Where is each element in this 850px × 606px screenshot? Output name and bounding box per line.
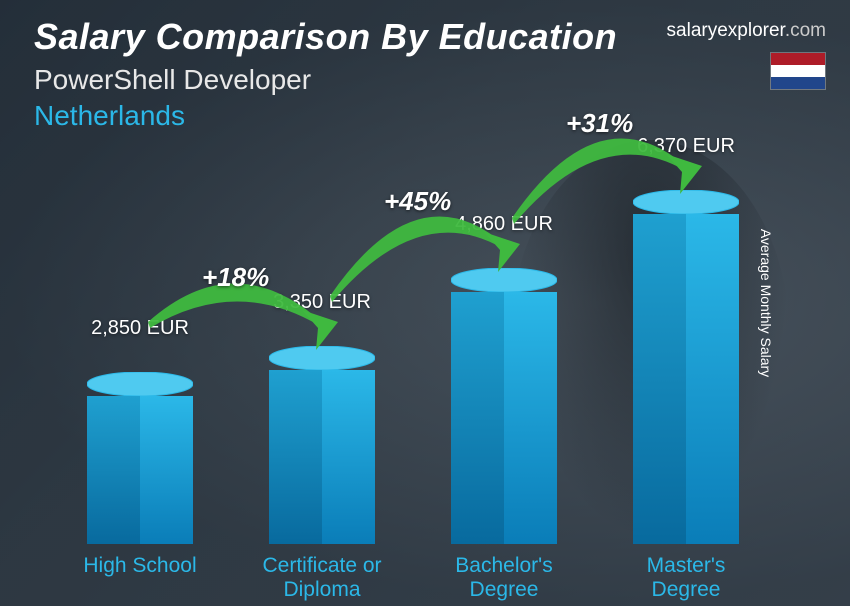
bar-body xyxy=(451,292,557,544)
bar-value: 3,350 EUR xyxy=(273,291,371,314)
bar: 3,350 EUR xyxy=(269,346,375,544)
bar-label: High School xyxy=(83,554,196,578)
bar-label: Certificate orDiploma xyxy=(262,554,381,602)
increase-pct: +31% xyxy=(566,108,633,139)
flag-stripe xyxy=(771,65,825,77)
brand-suffix: .com xyxy=(785,20,826,41)
bar-value: 6,370 EUR xyxy=(637,135,735,158)
bar-top xyxy=(269,346,375,370)
bar-body xyxy=(269,370,375,544)
bar-chart: 2,850 EURHigh School3,350 EURCertificate… xyxy=(70,144,790,544)
bar-top xyxy=(87,372,193,396)
bar-label: Bachelor'sDegree xyxy=(455,554,552,602)
increase-pct: +45% xyxy=(384,186,451,217)
job-subtitle: PowerShell Developer xyxy=(34,64,830,96)
bar-body xyxy=(633,214,739,544)
bar-top xyxy=(633,190,739,214)
country-label: Netherlands xyxy=(34,100,830,132)
bar-body xyxy=(87,396,193,544)
bar: 2,850 EUR xyxy=(87,372,193,544)
flag-stripe xyxy=(771,77,825,89)
bar-value: 2,850 EUR xyxy=(91,317,189,340)
flag-stripe xyxy=(771,53,825,65)
brand-label: salaryexplorer.com xyxy=(667,20,826,42)
increase-pct: +18% xyxy=(202,262,269,293)
bar: 4,860 EUR xyxy=(451,268,557,544)
bar-label: Master'sDegree xyxy=(647,554,726,602)
flag-icon xyxy=(770,52,826,90)
brand-name: salaryexplorer xyxy=(667,20,785,41)
bar: 6,370 EUR xyxy=(633,190,739,544)
bar-value: 4,860 EUR xyxy=(455,213,553,236)
bar-top xyxy=(451,268,557,292)
